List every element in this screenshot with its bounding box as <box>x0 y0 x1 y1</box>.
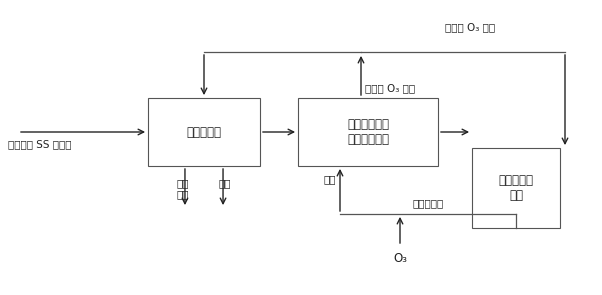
Text: O₃: O₃ <box>393 252 407 265</box>
Bar <box>298 98 438 166</box>
Text: 丙酮水溶液
储罐: 丙酮水溶液 储罐 <box>498 174 533 202</box>
Text: 经预处理 SS 的废水: 经预处理 SS 的废水 <box>8 139 72 149</box>
Text: 出水: 出水 <box>219 178 231 188</box>
Text: 活性炭吸附: 活性炭吸附 <box>187 125 222 138</box>
Text: 含残余 O₃ 尾气: 含残余 O₃ 尾气 <box>365 83 415 93</box>
Bar <box>472 148 560 228</box>
Text: 活性炭脱附和
臭氧氧化降解: 活性炭脱附和 臭氧氧化降解 <box>347 118 389 146</box>
Text: 脱附: 脱附 <box>323 174 336 184</box>
Text: 丙酮水溶液: 丙酮水溶液 <box>412 198 444 208</box>
Text: 达标
尾气: 达标 尾气 <box>177 178 189 200</box>
Text: 含残余 O₃ 尾气: 含残余 O₃ 尾气 <box>445 22 495 32</box>
Bar <box>148 98 260 166</box>
